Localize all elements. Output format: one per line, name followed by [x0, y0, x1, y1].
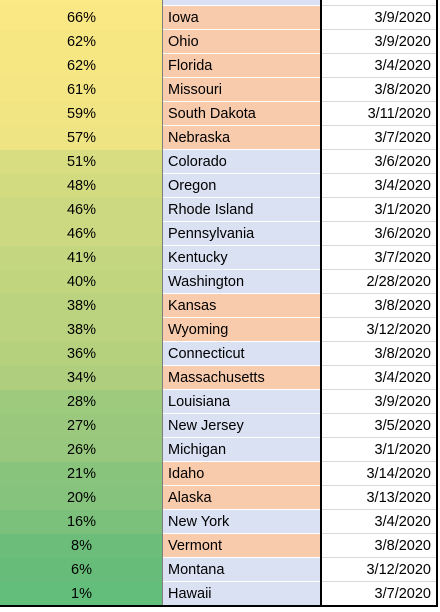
- date-cell: 3/1/2020: [321, 198, 437, 222]
- state-cell: Missouri: [163, 78, 321, 102]
- date-cell: 3/7/2020: [321, 126, 437, 150]
- date-cell: 3/9/2020: [321, 30, 437, 54]
- percent-cell: 21%: [0, 462, 163, 486]
- column-border: [162, 0, 163, 606]
- percent-cell: 57%: [0, 126, 163, 150]
- percent-cell: 46%: [0, 222, 163, 246]
- state-cell: Pennsylvania: [163, 222, 321, 246]
- date-cell: 3/8/2020: [321, 78, 437, 102]
- state-cell: South Dakota: [163, 102, 321, 126]
- date-cell: 3/12/2020: [321, 558, 437, 582]
- percent-cell: 51%: [0, 150, 163, 174]
- date-cell: 3/13/2020: [321, 486, 437, 510]
- state-cell: Florida: [163, 54, 321, 78]
- state-cell: Iowa: [163, 6, 321, 30]
- percent-cell: 38%: [0, 318, 163, 342]
- state-cell: Louisiana: [163, 390, 321, 414]
- percent-cell: 48%: [0, 174, 163, 198]
- date-cell: 3/1/2020: [321, 438, 437, 462]
- state-cell: New Jersey: [163, 414, 321, 438]
- state-cell: Idaho: [163, 462, 321, 486]
- state-cell: Kansas: [163, 294, 321, 318]
- date-cell: 3/6/2020: [321, 150, 437, 174]
- percent-cell: 62%: [0, 54, 163, 78]
- state-cell: Montana: [163, 558, 321, 582]
- partial-cell: [321, 0, 437, 6]
- column-border: [320, 0, 322, 606]
- state-cell: Rhode Island: [163, 198, 321, 222]
- state-cell: Connecticut: [163, 342, 321, 366]
- date-cell: 3/7/2020: [321, 246, 437, 270]
- date-cell: 3/8/2020: [321, 534, 437, 558]
- percent-cell: 28%: [0, 390, 163, 414]
- state-cell: Ohio: [163, 30, 321, 54]
- percent-cell: 34%: [0, 366, 163, 390]
- bottom-border: [0, 605, 438, 607]
- percent-cell: 66%: [0, 6, 163, 30]
- state-cell: Wyoming: [163, 318, 321, 342]
- date-cell: 3/4/2020: [321, 366, 437, 390]
- percent-cell: 26%: [0, 438, 163, 462]
- state-cell: Kentucky: [163, 246, 321, 270]
- partial-cell: [0, 0, 163, 6]
- percent-cell: 61%: [0, 78, 163, 102]
- date-cell: 3/9/2020: [321, 6, 437, 30]
- state-cell: Colorado: [163, 150, 321, 174]
- partial-cell: [163, 0, 321, 6]
- date-cell: 3/4/2020: [321, 510, 437, 534]
- percent-cell: 40%: [0, 270, 163, 294]
- state-cell: Nebraska: [163, 126, 321, 150]
- date-cell: 3/4/2020: [321, 174, 437, 198]
- state-cell: Alaska: [163, 486, 321, 510]
- date-cell: 3/8/2020: [321, 294, 437, 318]
- percent-cell: 27%: [0, 414, 163, 438]
- percent-cell: 62%: [0, 30, 163, 54]
- percent-cell: 8%: [0, 534, 163, 558]
- state-cell: Oregon: [163, 174, 321, 198]
- date-cell: 3/7/2020: [321, 582, 437, 606]
- date-cell: 3/14/2020: [321, 462, 437, 486]
- percent-cell: 38%: [0, 294, 163, 318]
- percent-cell: 6%: [0, 558, 163, 582]
- date-cell: 3/6/2020: [321, 222, 437, 246]
- percent-cell: 36%: [0, 342, 163, 366]
- percent-cell: 20%: [0, 486, 163, 510]
- date-cell: 3/9/2020: [321, 390, 437, 414]
- column-border: [436, 0, 438, 606]
- percent-cell: 41%: [0, 246, 163, 270]
- date-cell: 3/12/2020: [321, 318, 437, 342]
- state-cell: Michigan: [163, 438, 321, 462]
- percent-cell: 59%: [0, 102, 163, 126]
- date-cell: 3/11/2020: [321, 102, 437, 126]
- percent-cell: 46%: [0, 198, 163, 222]
- date-cell: 3/8/2020: [321, 342, 437, 366]
- state-cell: Hawaii: [163, 582, 321, 606]
- percent-cell: 1%: [0, 582, 163, 606]
- state-cell: Massachusetts: [163, 366, 321, 390]
- state-cell: Vermont: [163, 534, 321, 558]
- state-cell: Washington: [163, 270, 321, 294]
- date-cell: 3/5/2020: [321, 414, 437, 438]
- percent-cell: 16%: [0, 510, 163, 534]
- date-cell: 2/28/2020: [321, 270, 437, 294]
- date-cell: 3/4/2020: [321, 54, 437, 78]
- state-cell: New York: [163, 510, 321, 534]
